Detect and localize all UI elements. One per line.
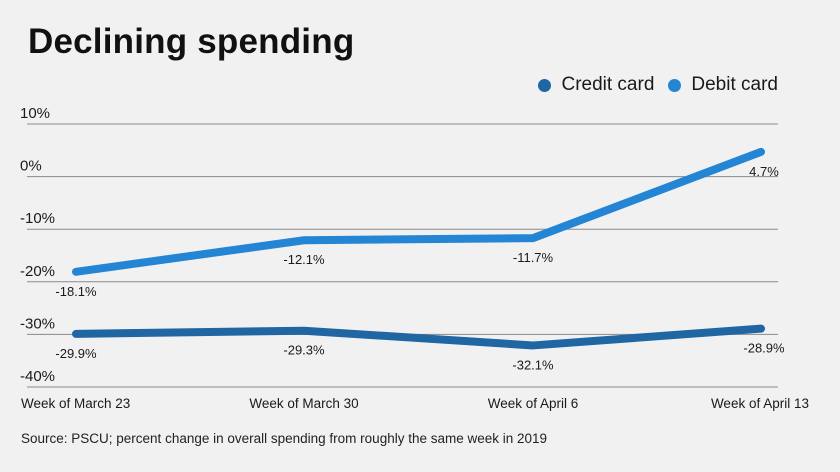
legend-item-debit-card: Debit card xyxy=(668,74,778,96)
legend-label-credit-card: Credit card xyxy=(561,74,655,95)
y-tick-label: -30% xyxy=(20,315,55,332)
data-label: -18.1% xyxy=(55,284,97,299)
x-tick-label: Week of March 23 xyxy=(21,396,130,411)
data-label: -12.1% xyxy=(283,252,325,267)
data-label: 4.7% xyxy=(749,164,779,179)
legend-dot-debit-card xyxy=(668,78,682,92)
data-label: -32.1% xyxy=(512,357,554,372)
source-note: Source: PSCU; percent change in overall … xyxy=(21,431,548,446)
data-label: -11.7% xyxy=(513,250,554,265)
series-line-credit-card xyxy=(72,324,765,350)
x-tick-label: Week of April 6 xyxy=(488,396,579,411)
chart-title: Declining spending xyxy=(28,22,355,61)
y-tick-label: -10% xyxy=(20,210,55,227)
y-tick-label: 10% xyxy=(20,105,50,122)
data-label: -28.9% xyxy=(743,341,785,356)
data-label: -29.9% xyxy=(55,346,97,361)
legend-label-debit-card: Debit card xyxy=(691,74,778,95)
legend-item-credit-card: Credit card xyxy=(538,74,654,96)
legend-dot-credit-card xyxy=(538,78,552,92)
series-line-debit-card xyxy=(72,147,765,276)
y-tick-label: -20% xyxy=(20,263,55,280)
x-tick-label: Week of March 30 xyxy=(249,396,358,411)
y-tick-label: -40% xyxy=(20,368,55,385)
x-tick-label: Week of April 13 xyxy=(711,396,809,411)
legend: Credit card Debit card xyxy=(538,74,778,96)
y-tick-label: 0% xyxy=(20,158,42,175)
data-label: -29.3% xyxy=(283,343,325,358)
